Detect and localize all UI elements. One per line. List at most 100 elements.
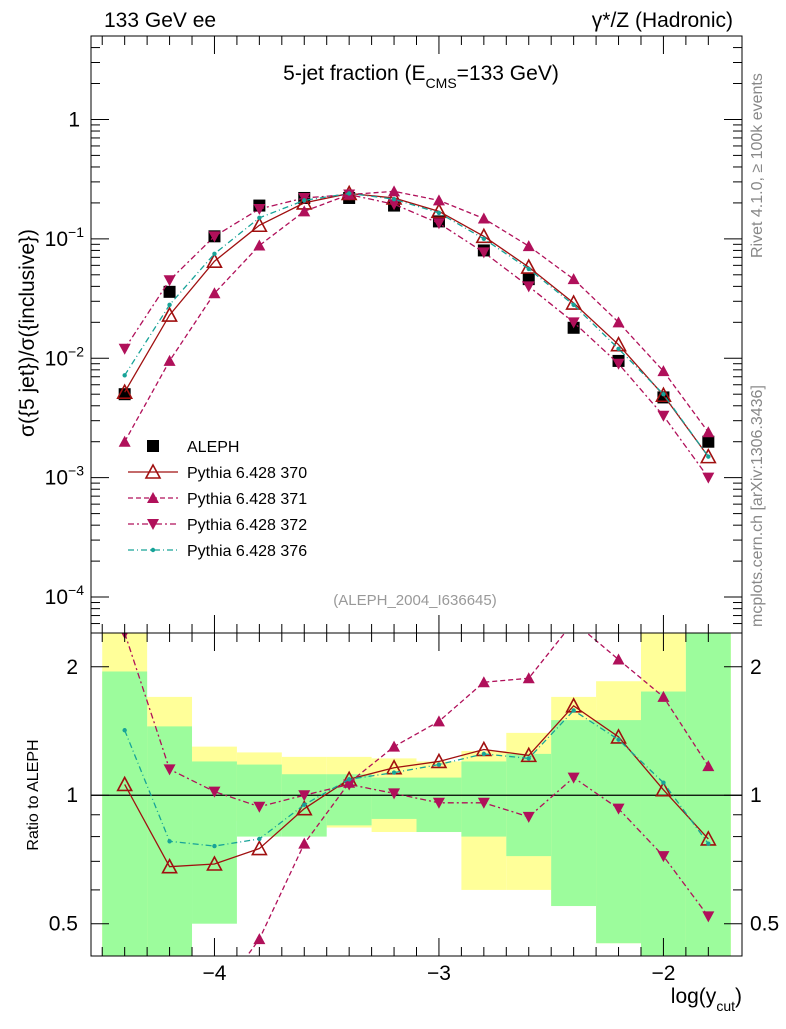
ratio-point-p372: [208, 786, 221, 798]
rivet-label: Rivet 4.1.0, ≥ 100k events: [749, 73, 766, 258]
series-p370: [116, 184, 717, 464]
point-p372: [567, 317, 580, 329]
ratio-point-p371: [253, 933, 266, 945]
point-p371: [208, 287, 221, 299]
legend-marker: [150, 547, 156, 553]
point-p376: [212, 251, 217, 256]
main-plot-ticks: 1 10−1 10−2 10−3 10−4: [45, 35, 742, 634]
ratio-point-p370: [520, 746, 538, 763]
point-p370: [116, 383, 134, 399]
plot-title: 5-jet fraction (ECMS=133 GeV): [283, 62, 559, 91]
ratio-series-p371: [246, 633, 715, 956]
point-p371: [388, 185, 401, 197]
point-p370: [161, 306, 178, 322]
ratio-point-p370: [251, 839, 268, 856]
series-data: [118, 191, 715, 448]
x-axis-label: log(ycut): [671, 985, 742, 1014]
series-line-p371: [124, 190, 709, 443]
x-axis-label-main: log(y: [671, 985, 717, 1008]
ratio-plot-ticks: 2 2 1 1 0.5 0.5 −4 −3 −2: [49, 633, 779, 985]
top-ylabel: σ({5 jet})/σ({inclusive}): [16, 229, 39, 437]
ratio-point-p372: [298, 790, 311, 802]
ratio-point-p376: [302, 802, 307, 807]
point-p371: [567, 273, 580, 285]
ratio-line-p371: [246, 633, 709, 956]
point-p376: [391, 196, 397, 202]
ratio-line-p370: [124, 704, 709, 868]
point-p376: [302, 198, 307, 203]
point-p376: [257, 215, 262, 221]
point-p370: [699, 447, 717, 464]
ratio-point-p370: [161, 858, 178, 874]
point-p371: [253, 239, 266, 251]
ratio-plot: 2 2 1 1 0.5 0.5 −4 −3 −2 Ratio to ALEPH log(ycut…: [25, 632, 779, 1014]
ratio-series-p372: [121, 633, 715, 923]
ratio-y-tick-label-right: 1: [750, 784, 762, 807]
point-p371: [657, 365, 670, 377]
ratio-point-p376: [436, 762, 442, 767]
series-p376: [122, 191, 711, 459]
point-p372: [253, 203, 266, 215]
legend-label: Pythia 6.428 370: [187, 465, 307, 482]
plot-title-end: =133 GeV): [457, 62, 559, 85]
ratio-point-p372: [612, 803, 625, 815]
point-p376: [436, 210, 442, 216]
ratio-point-p370: [610, 728, 627, 744]
point-p371: [432, 194, 445, 206]
point-p372: [208, 231, 221, 243]
band-green: [192, 761, 237, 924]
point-p371: [612, 316, 625, 328]
ratio-point-p376: [706, 841, 711, 846]
point-p372: [657, 410, 670, 422]
header-right: γ*/Z (Hadronic): [592, 9, 733, 32]
bottom-ylabel: Ratio to ALEPH: [25, 739, 42, 850]
point-p376: [346, 191, 352, 196]
point-p372: [612, 358, 625, 370]
legend-label: Pythia 6.428 371: [187, 491, 307, 508]
ratio-y-tick-label: 2: [66, 656, 78, 679]
ratio-point-p376: [526, 756, 531, 761]
plot-title-sub: CMS: [426, 75, 457, 91]
top-y-tick-label: 10−2: [45, 343, 85, 370]
ratio-point-p376: [391, 770, 397, 775]
ratio-y-tick-label: 0.5: [49, 913, 78, 936]
band-green: [102, 671, 148, 956]
legend-item-p371: Pythia 6.428 371: [128, 491, 307, 508]
ratio-point-p371: [522, 672, 535, 684]
ratio-series-p370: [116, 697, 717, 874]
ratio-y-tick-label-right: 0.5: [750, 913, 779, 936]
ratio-point-p372: [388, 788, 401, 800]
point-p376: [616, 346, 621, 352]
legend-item-p370: Pythia 6.428 370: [128, 463, 307, 482]
point-p371: [702, 426, 715, 438]
point-p372: [163, 275, 176, 287]
ratio-point-p371: [612, 653, 625, 665]
band-green: [506, 753, 552, 857]
mcplots-label: mcplots.cern.ch [arXiv:1306.3436]: [749, 385, 766, 627]
point-p372: [118, 343, 131, 355]
ratio-point-p372: [657, 851, 670, 863]
top-y-tick-label: 10−4: [45, 582, 85, 609]
ratio-point-p371: [388, 740, 401, 752]
ratio-line-p376: [124, 709, 709, 847]
ratio-point-p371: [298, 837, 311, 849]
point-p376: [122, 373, 127, 378]
plot-title-main: 5-jet fraction (E: [283, 62, 425, 85]
ratio-point-p371: [432, 715, 445, 727]
point-p372: [702, 472, 715, 484]
point-p370: [430, 202, 448, 219]
main-plot: 1 10−1 10−2 10−3 10−4 5-jet fraction (ECMS=1…: [16, 35, 743, 634]
point-p376: [571, 302, 576, 308]
ratio-point-p372: [702, 911, 715, 923]
ratio-point-p370: [430, 752, 448, 769]
point-p370: [565, 294, 582, 310]
ratio-point-p370: [655, 781, 672, 797]
legend-marker: [147, 519, 159, 530]
series-p371: [118, 185, 715, 447]
point-p370: [206, 252, 223, 268]
ratio-point-p376: [167, 839, 172, 844]
point-p371: [477, 212, 490, 224]
ratio-point-p376: [346, 777, 352, 782]
point-p370: [520, 258, 538, 274]
ratio-point-p372: [567, 772, 580, 784]
